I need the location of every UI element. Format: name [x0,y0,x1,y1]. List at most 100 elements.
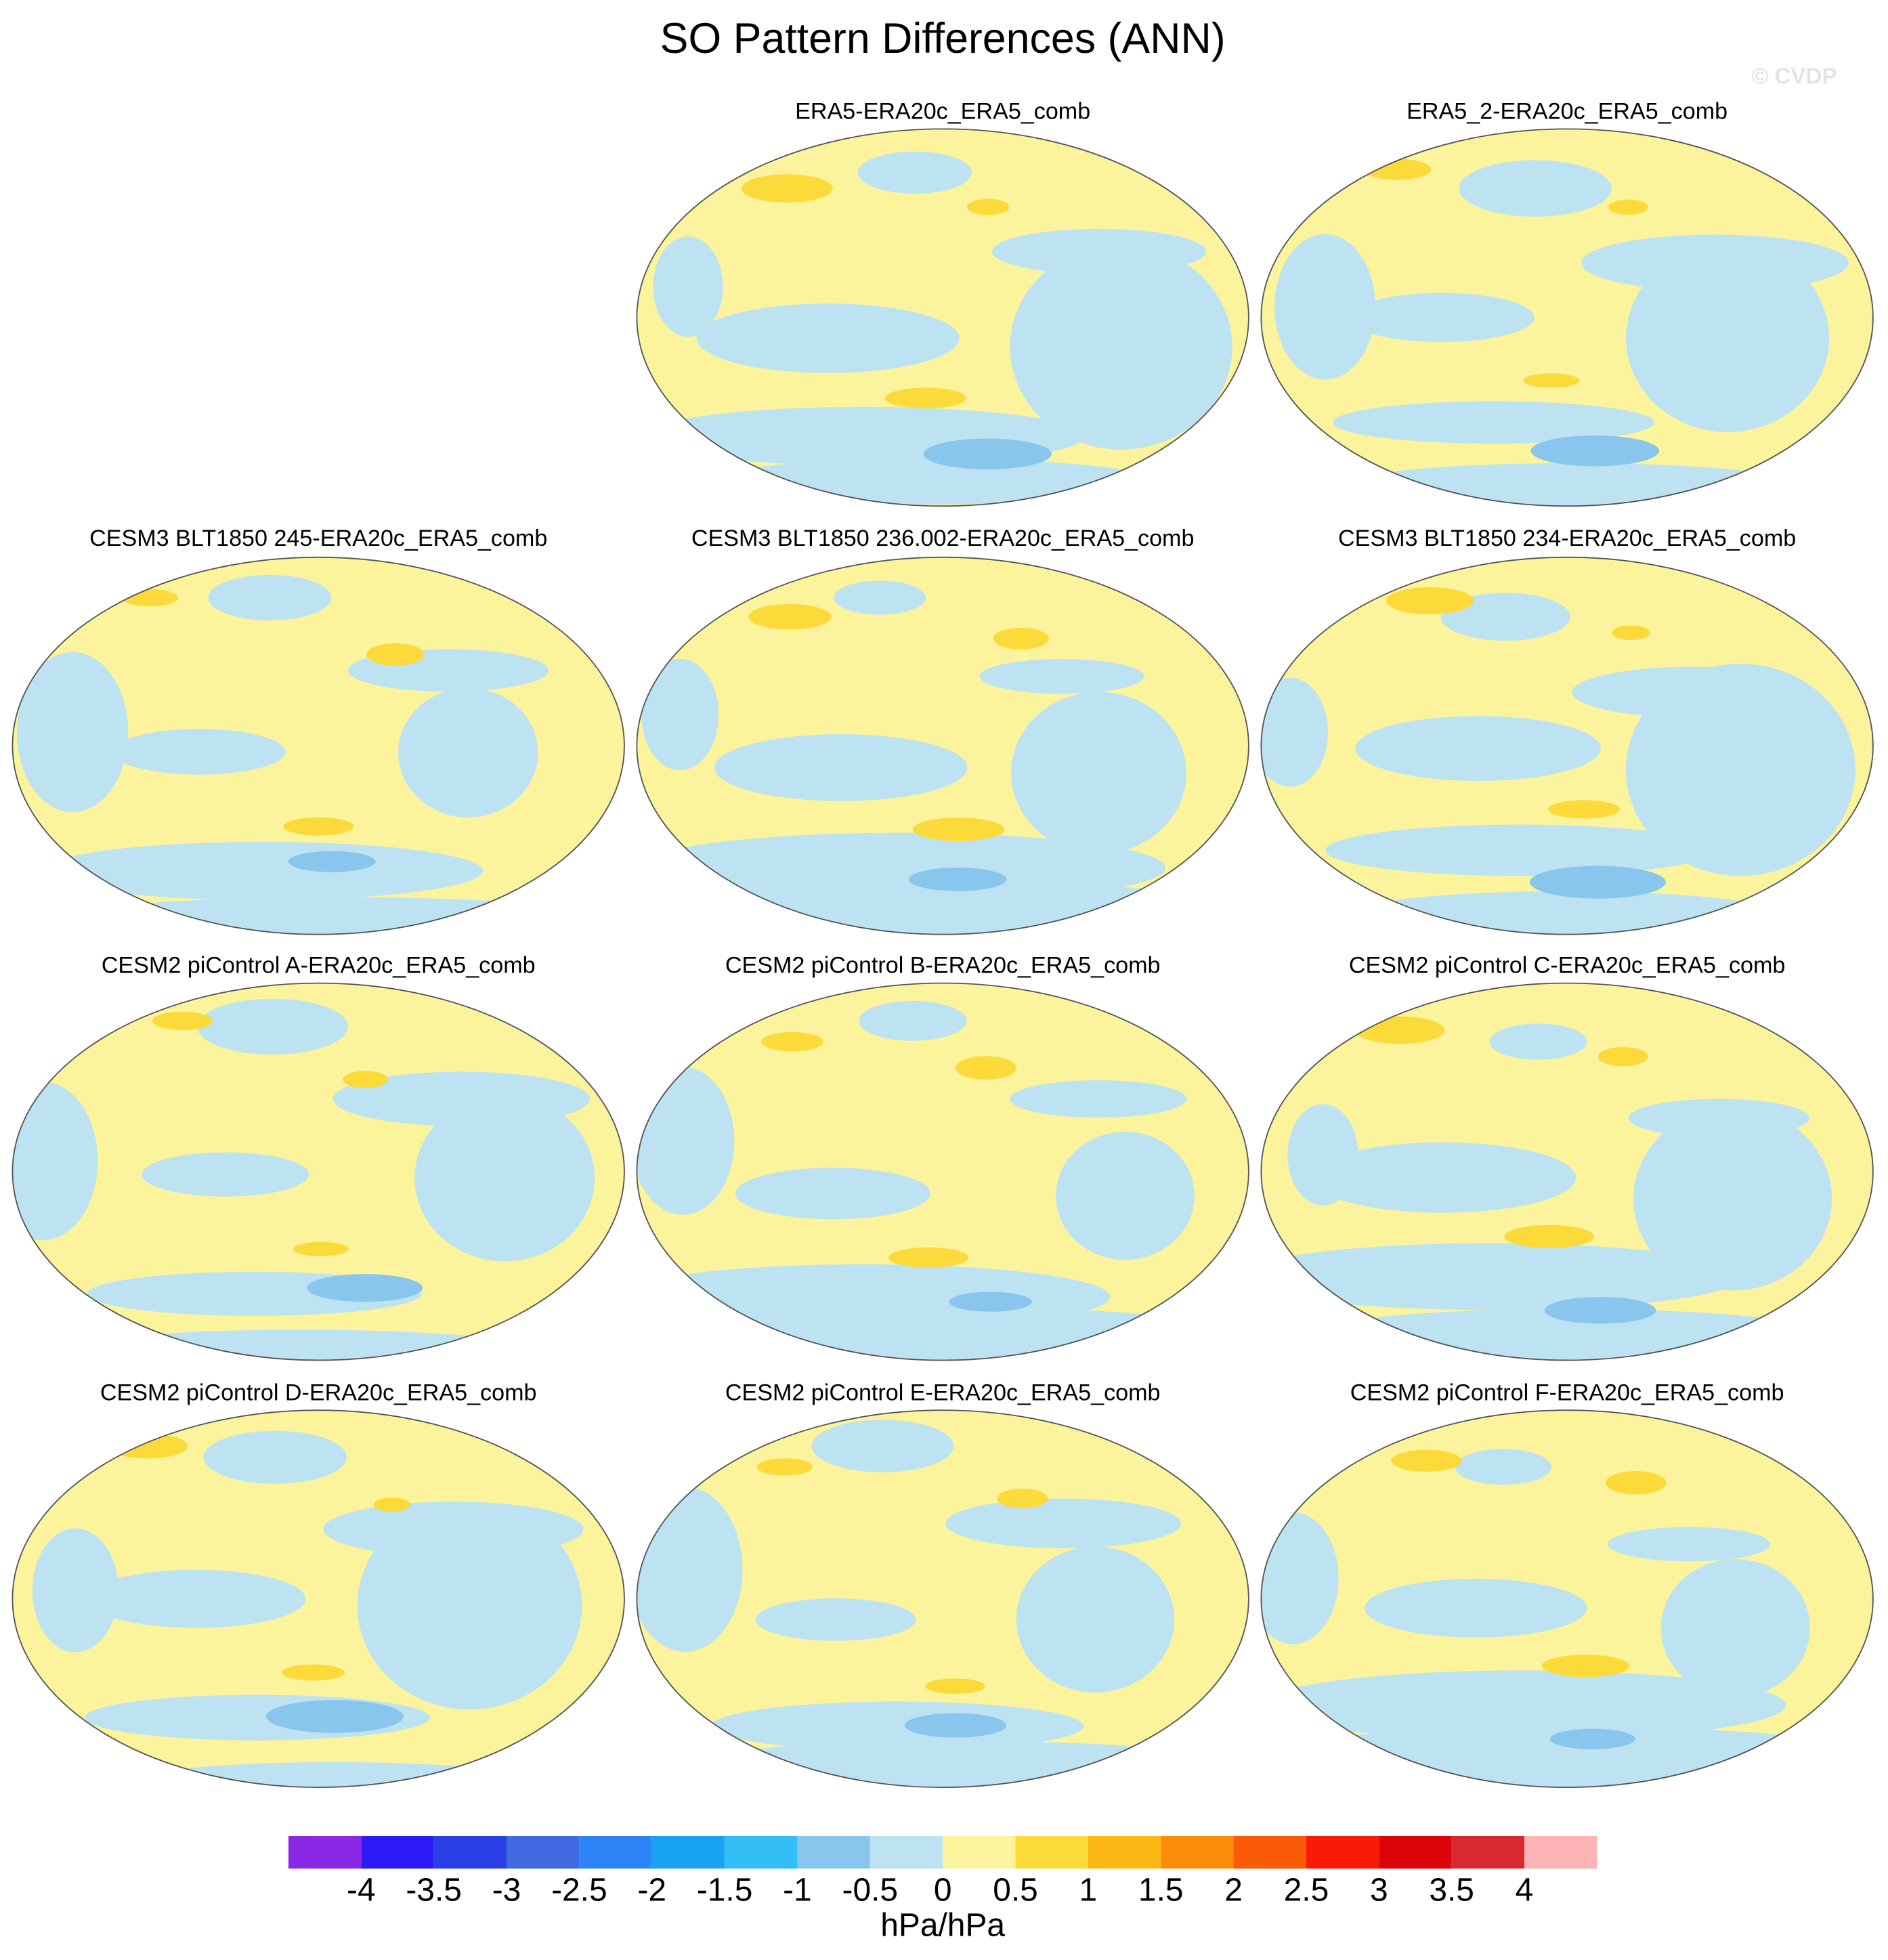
figure-title: SO Pattern Differences (ANN) [660,15,1226,62]
map-contour-region [282,1664,345,1681]
map-contour-region [42,842,484,900]
panel-title: CESM2 piControl B-ERA20c_ERA5_comb [725,953,1161,979]
colorbar-box [433,1836,507,1869]
colorbar-tick-label: 2.5 [1284,1873,1329,1909]
colorbar-box [1088,1836,1161,1869]
map-contour-region [1489,1023,1587,1060]
map-border [636,556,1249,935]
map-border [12,556,625,935]
map-border [1260,1409,1874,1789]
map-contour-region [1261,1670,1786,1740]
panel-title: CESM2 piControl A-ERA20c_ERA5_comb [102,953,536,979]
colorbar-box [288,1836,362,1869]
map-contour-region [1386,587,1474,615]
map-contour-region [945,1498,1182,1549]
map-contour-region [1016,1546,1175,1693]
map-contour-region [283,817,354,836]
map-contour-region [904,1713,1006,1738]
colorbar-tick-label: -2.5 [551,1873,607,1909]
map-contour-region [1440,593,1570,641]
map-contour-region [714,734,968,801]
colorbar-tick-label: -1.5 [697,1873,753,1909]
map-contour-region [1529,866,1666,899]
map-contour-region [1660,1559,1810,1697]
map-contour-region [1355,1016,1445,1044]
map-panel [1261,1410,1873,1788]
map-contour-region [923,438,1052,469]
map-contour-region [373,1497,410,1512]
map-contour-region [357,1501,582,1710]
map-contour-region [1548,800,1621,819]
map-panel [637,1410,1249,1788]
panel-title: ERA5_2-ERA20c_ERA5_comb [1407,98,1728,124]
colorbar-tick-label: -4 [347,1873,376,1909]
map-contour-region [30,1329,572,1361]
colorbar-tick-label: -3.5 [406,1873,462,1909]
map-contour-region [142,1152,309,1197]
map-contour-region [1261,1512,1339,1644]
map-contour-region [1608,199,1648,215]
colorbar-box [1451,1836,1525,1869]
map-contour-region [741,174,833,203]
colorbar-tick-label: 3 [1370,1873,1388,1909]
map-border [1260,556,1874,935]
map-contour-region [761,1031,824,1052]
colorbar-box [797,1836,870,1869]
panel-title: CESM3 BLT1850 245-ERA20c_ERA5_comb [89,526,547,551]
map-panel [637,557,1249,935]
map-panel [12,1410,624,1788]
map-contour-region [956,1056,1016,1080]
colorbar-box [1379,1836,1452,1869]
map-contour-region [85,1569,306,1628]
colorbar-tick-label: 4 [1516,1873,1534,1909]
map-contour-region [637,1487,743,1652]
map-contour-region [1391,1449,1462,1472]
colorbar-box [725,1836,798,1869]
map-contour-region [1010,244,1232,450]
map-panel [1261,129,1873,507]
map-contour-region [979,658,1144,694]
map-contour-region [997,1489,1048,1509]
map-contour-region [756,1458,813,1476]
panel-title: ERA5-ERA20c_ERA5_comb [795,98,1090,124]
map-contour-region [711,1701,1084,1751]
map-contour-region [1010,1080,1187,1118]
map-contour-region [1348,293,1535,343]
map-contour-region [1541,1655,1630,1678]
map-contour-region [1333,401,1654,444]
panel-title: CESM2 piControl D-ERA20c_ERA5_comb [100,1380,537,1405]
map-border [636,1409,1249,1789]
map-contour-region [1626,244,1830,432]
map-contour-region [1287,1104,1358,1206]
map-contour-region [307,1274,423,1302]
colorbar-tick-label: 0.5 [993,1873,1038,1909]
map-panel [1261,557,1873,935]
map-contour-region [1011,691,1186,854]
colorbar-box [870,1836,943,1869]
colorbar-box [361,1836,434,1869]
map-contour-region [755,1598,916,1641]
map-contour-region [16,652,129,813]
map-contour-region [637,1067,735,1215]
watermark: © CVDP [1752,64,1837,89]
colorbar-box [943,1836,1016,1869]
map-contour-region [1261,677,1328,787]
map-panel [637,129,1249,507]
map-contour-region [197,998,349,1055]
map-contour-region [152,1011,213,1031]
colorbar-box [1306,1836,1379,1869]
colorbar-tick-label: 1 [1079,1873,1098,1909]
map-contour-region [1549,1728,1635,1749]
map-contour-region [908,868,1007,891]
map-border [636,982,1249,1361]
map-border [12,1409,625,1789]
map-border [1260,128,1874,507]
map-contour-region [32,1528,119,1653]
colorbar-tick-label: 0 [934,1873,952,1909]
map-contour-region [1633,1107,1832,1291]
map-contour-region [414,1094,595,1262]
map-contour-region [811,1420,954,1472]
map-contour-region [1056,1132,1195,1260]
map-contour-region [1335,463,1810,507]
